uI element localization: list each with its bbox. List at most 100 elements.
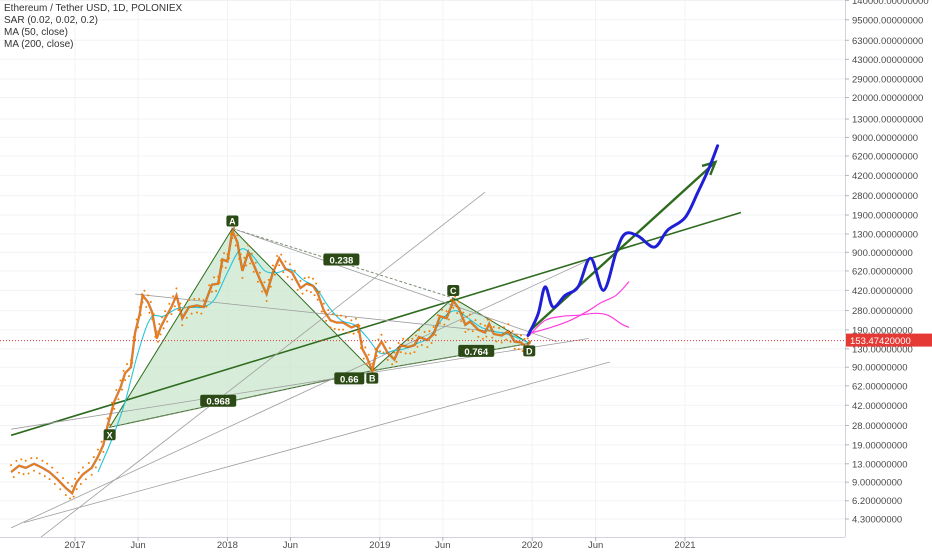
sar-dot (106, 417, 109, 420)
sar-dot (337, 328, 340, 331)
sar-dot (441, 308, 444, 311)
sar-dot (456, 312, 459, 315)
legend: Ethereum / Tether USD, 1D, POLONIEX SAR … (4, 3, 182, 51)
sar-dot (284, 260, 287, 263)
sar-dot (299, 280, 302, 283)
sar-dot (147, 294, 150, 297)
sar-dot (344, 316, 347, 319)
sar-dot (46, 462, 49, 465)
sar-dot (315, 282, 318, 285)
sar-dot (468, 313, 471, 316)
price-axis-label: 95000.00000000 (852, 15, 923, 26)
pattern-ratio-label: 0.764 (464, 347, 488, 358)
sar-dot (382, 351, 385, 354)
sar-dot (75, 488, 78, 491)
sar-dot (316, 298, 319, 301)
price-axis-label: 20000.00000000 (852, 93, 923, 104)
price-axis-label: 13000.00000000 (852, 115, 923, 126)
sar-dot (195, 311, 198, 314)
sar-dot (307, 276, 310, 279)
projection-path (526, 144, 720, 337)
pattern-ratio-box (334, 372, 365, 385)
sar-dot (467, 328, 470, 331)
sar-dot (102, 450, 105, 453)
sar-dot (426, 346, 429, 349)
price-axis-label: 6.20000000 (852, 496, 902, 507)
sar-dot (414, 334, 417, 337)
sar-dot (471, 330, 474, 333)
sar-dot (361, 340, 364, 343)
sar-dot (489, 319, 492, 322)
sar-dot (213, 276, 216, 279)
sar-dot (438, 322, 441, 325)
pattern-point-box (523, 345, 536, 357)
price-axis-label: 6200.00000000 (852, 152, 918, 163)
sar-dot (327, 309, 330, 312)
sar-dot (492, 326, 495, 329)
sar-dot (48, 478, 51, 481)
sar-dot (218, 281, 221, 284)
sar-dot (519, 334, 522, 337)
price-axis-label: 19.00000000 (852, 440, 907, 451)
pattern-ratio: 0.66 (334, 372, 365, 385)
sar-dot (282, 271, 285, 274)
price-axis-label: 4.30000000 (852, 515, 902, 526)
price-axis-label: 62.00000000 (852, 381, 907, 392)
sar-dot (507, 323, 510, 326)
pattern-point-box (103, 429, 116, 441)
sar-dot (517, 348, 520, 351)
sar-dot (35, 457, 38, 460)
price-line (10, 228, 532, 495)
sar-dot (215, 290, 218, 293)
sar-dot (416, 345, 419, 348)
sar-dot (187, 299, 190, 302)
sar-dot (166, 320, 169, 323)
sar-dot (129, 359, 132, 362)
sar-dot (168, 302, 171, 305)
sar-dot (430, 342, 433, 345)
sar-dot (53, 483, 56, 486)
pattern-point-label: C (450, 286, 457, 296)
sar-dot (265, 300, 268, 303)
sar-dot (175, 287, 178, 290)
sar-dot (350, 319, 353, 322)
pattern-ratio-box (200, 394, 237, 407)
sar-dot (388, 347, 391, 350)
sar-dot (380, 333, 383, 336)
pattern-point-b: B (366, 372, 379, 384)
sar-dot (229, 233, 232, 236)
pattern-ratio: 0.968 (200, 394, 237, 408)
trendline (232, 228, 558, 343)
sar-dot (450, 298, 453, 301)
sar-dot (231, 236, 234, 239)
sar-dot (87, 462, 90, 465)
sar-dot (152, 313, 155, 316)
sar-dot (131, 361, 134, 364)
sar-dot (111, 401, 114, 404)
sar-dot (485, 335, 488, 338)
sar-dot (20, 458, 23, 461)
sar-dot (484, 324, 487, 327)
price-axis-label: 29000.00000000 (852, 75, 923, 86)
price-axis-label: 4200.00000000 (852, 171, 918, 182)
price-axis-label: 1300.00000000 (852, 229, 918, 240)
sar-dot (278, 264, 281, 267)
sar-dot (161, 316, 164, 319)
sar-dot (250, 252, 253, 255)
sar-dot (397, 341, 400, 344)
price-axis-label: 42.00000000 (852, 401, 907, 412)
sar-dot (303, 277, 306, 280)
sar-dot (358, 324, 361, 327)
legend-ma200: MA (200, close) (4, 39, 74, 50)
sar-dot (488, 329, 491, 332)
sar-dot (241, 276, 244, 279)
sar-dot (217, 275, 220, 278)
trendline (10, 257, 593, 529)
pattern-point-x: X (103, 429, 116, 441)
sar-dot (474, 319, 477, 322)
sar-dot (305, 289, 308, 292)
price-axis-label: 620.00000000 (852, 266, 913, 277)
sar-dot (68, 497, 71, 500)
